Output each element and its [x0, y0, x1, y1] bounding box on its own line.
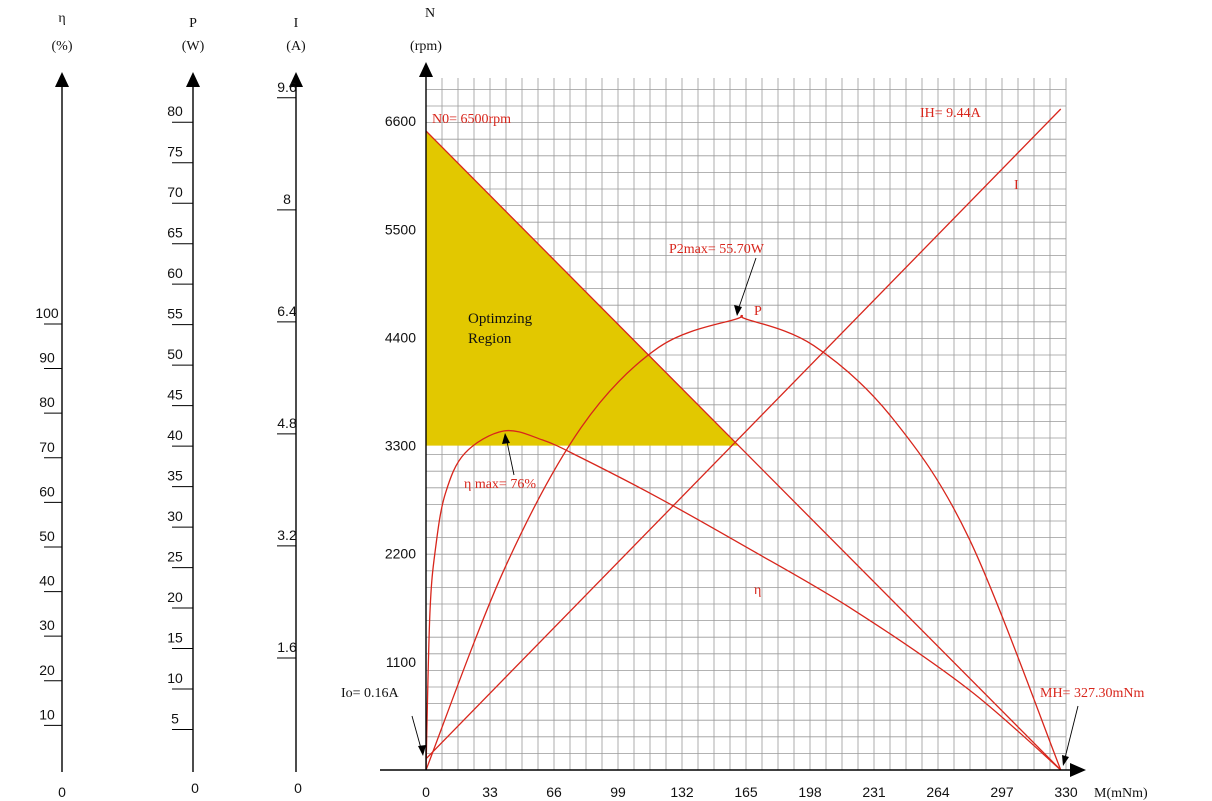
max-power-arrow-icon — [734, 305, 742, 316]
speed-axis-arrow-icon — [419, 62, 433, 77]
eta-tick-label-50: 50 — [39, 528, 55, 544]
eta-tick-label-30: 30 — [39, 617, 55, 633]
I-tick-label-6.4: 6.4 — [277, 303, 297, 319]
current-curve-label: I — [1014, 178, 1019, 193]
P-tick-label-25: 25 — [167, 549, 183, 565]
P-tick-label-45: 45 — [167, 387, 183, 403]
P-tick-label-35: 35 — [167, 468, 183, 484]
P-tick-label-60: 60 — [167, 265, 183, 281]
curve-current — [426, 108, 1062, 760]
torque-tick-297: 297 — [990, 784, 1014, 800]
max-efficiency-label: η max= 76% — [464, 477, 536, 492]
speed-tick-2200: 2200 — [385, 546, 416, 562]
no-load-speed-label: N0= 6500rpm — [432, 112, 511, 127]
max-power-pointer — [736, 257, 757, 314]
torque-axis-arrow-icon — [1070, 763, 1086, 777]
optimizing-region-label: Optimzing Region — [468, 311, 533, 347]
curve-layer — [426, 108, 1062, 770]
eta-tick-label-70: 70 — [39, 439, 55, 455]
torque-tick-231: 231 — [862, 784, 886, 800]
speed-tick-4400: 4400 — [385, 329, 416, 345]
P-tick-label-65: 65 — [167, 225, 183, 241]
stall-torque-arrow-icon — [1062, 755, 1069, 766]
stall-current-label: IH= 9.44A — [920, 106, 982, 121]
P-tick-label-55: 55 — [167, 306, 183, 322]
torque-axis-label: M(mNm) — [1094, 786, 1148, 801]
efficiency-curve-label: η — [754, 583, 761, 598]
efficiency-axis-zero: 0 — [58, 784, 66, 800]
max-efficiency-pointer — [505, 436, 515, 476]
P-tick-label-70: 70 — [167, 184, 183, 200]
max-efficiency-arrow-icon — [502, 433, 510, 444]
eta-tick-label-80: 80 — [39, 394, 55, 410]
efficiency-axis: η (%) 0 10 20 30 40 50 60 70 80 90 100 — [35, 11, 73, 800]
speed-tick-1100: 1100 — [386, 654, 416, 670]
torque-tick-132: 132 — [670, 784, 694, 800]
torque-tick-33: 33 — [482, 784, 498, 800]
I-tick-label-9.6: 9.6 — [277, 79, 297, 95]
max-power-label: P2max= 55.70W — [669, 242, 765, 257]
optimizing-region-label-line1: Optimzing — [468, 311, 533, 327]
P-tick-label-75: 75 — [167, 144, 183, 160]
P-tick-label-10: 10 — [167, 670, 183, 686]
I-tick-label-8: 8 — [283, 191, 291, 207]
speed-axis-symbol: N — [425, 6, 435, 21]
eta-tick-label-90: 90 — [39, 350, 55, 366]
speed-tick-6600: 6600 — [385, 113, 416, 129]
torque-tick-330: 330 — [1054, 784, 1078, 800]
torque-tick-66: 66 — [546, 784, 562, 800]
torque-tick-198: 198 — [798, 784, 822, 800]
torque-tick-0: 0 — [422, 784, 430, 800]
efficiency-axis-symbol: η — [58, 11, 65, 26]
current-axis-symbol: I — [294, 16, 299, 31]
chart-annotations: N0= 6500rpm IH= 9.44A I P2max= 55.70W P … — [341, 106, 1144, 766]
power-axis-arrow-icon — [186, 72, 200, 87]
no-load-current-label: Io= 0.16A — [341, 686, 400, 701]
efficiency-axis-arrow-icon — [55, 72, 69, 87]
power-axis-zero: 0 — [191, 780, 199, 796]
P-tick-label-80: 80 — [167, 103, 183, 119]
stall-torque-label: MH= 327.30mNm — [1040, 686, 1144, 701]
curve-power — [426, 314, 1062, 770]
current-axis-zero: 0 — [294, 780, 302, 796]
P-tick-label-40: 40 — [167, 427, 183, 443]
eta-tick-label-10: 10 — [39, 706, 55, 722]
P-tick-label-5: 5 — [171, 711, 179, 727]
current-axis: I (A) 0 1.6 3.2 4.8 6.4 8 9.6 — [277, 16, 306, 796]
P-tick-label-15: 15 — [167, 630, 183, 646]
torque-tick-264: 264 — [926, 784, 950, 800]
eta-tick-label-40: 40 — [39, 573, 55, 589]
torque-tick-165: 165 — [734, 784, 758, 800]
power-curve-label: P — [754, 304, 762, 319]
current-axis-arrow-icon — [289, 72, 303, 87]
I-tick-label-3.2: 3.2 — [277, 527, 297, 543]
stall-torque-pointer — [1063, 705, 1079, 763]
speed-tick-labels: 1100 2200 3300 4400 5500 6600 — [385, 113, 416, 670]
I-tick-label-1.6: 1.6 — [277, 639, 297, 655]
power-axis: P (W) 0 5 10 15 20 25 30 35 40 45 50 55 60 65 70 75 80 — [167, 16, 204, 796]
no-load-current-arrow-icon — [418, 745, 426, 756]
speed-tick-5500: 5500 — [385, 221, 416, 237]
I-tick-label-4.8: 4.8 — [277, 415, 297, 431]
power-axis-symbol: P — [189, 16, 197, 31]
curve-speed — [426, 130, 1062, 770]
current-axis-unit: (A) — [286, 39, 306, 54]
eta-tick-label-20: 20 — [39, 662, 55, 678]
eta-tick-label-100: 100 — [35, 305, 59, 321]
main-axes: N (rpm) M(mNm) — [380, 6, 1148, 801]
torque-tick-99: 99 — [610, 784, 626, 800]
eta-tick-label-60: 60 — [39, 483, 55, 499]
efficiency-axis-unit: (%) — [52, 39, 73, 54]
P-tick-label-50: 50 — [167, 346, 183, 362]
P-tick-label-20: 20 — [167, 589, 183, 605]
power-axis-unit: (W) — [182, 39, 205, 54]
speed-axis-unit: (rpm) — [410, 39, 442, 54]
curve-efficiency — [426, 429, 1062, 770]
torque-tick-labels: 0 33 66 99 132 165 198 231 264 297 330 — [422, 784, 1078, 800]
optimizing-region-label-line2: Region — [468, 331, 512, 347]
speed-tick-3300: 3300 — [385, 438, 416, 454]
P-tick-label-30: 30 — [167, 508, 183, 524]
